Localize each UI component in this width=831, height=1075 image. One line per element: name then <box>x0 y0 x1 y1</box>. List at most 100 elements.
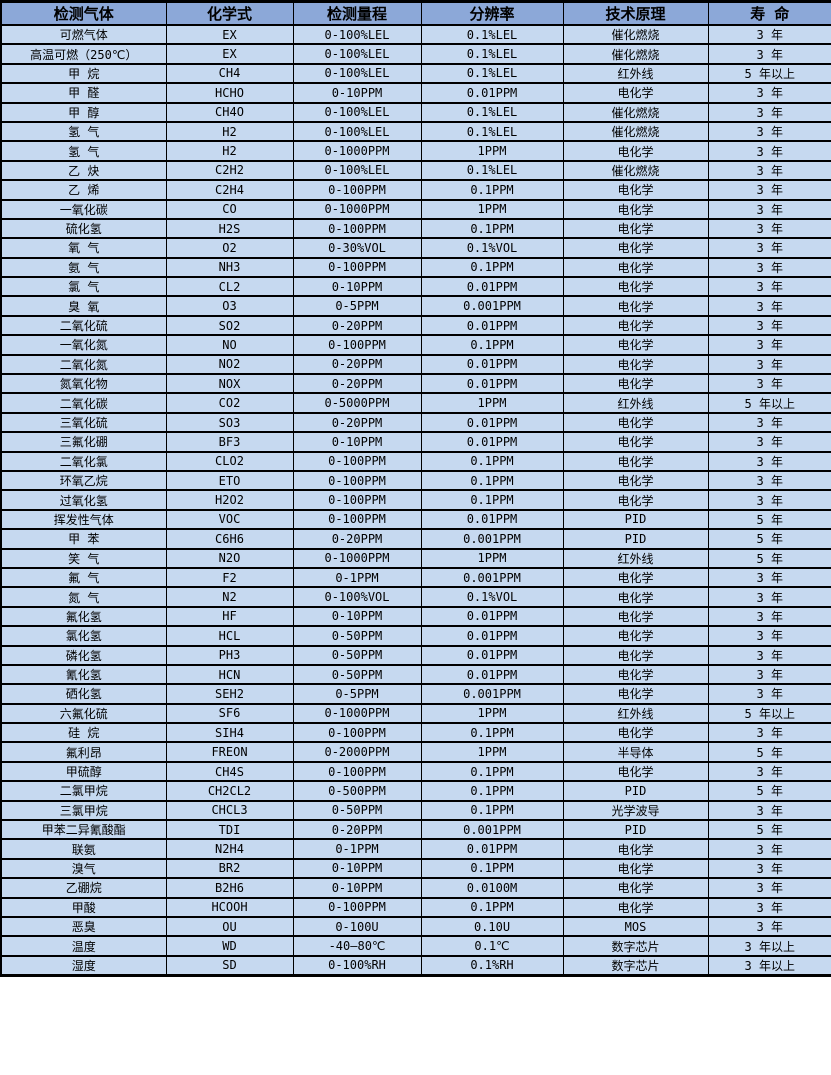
principle-cell: 电化学 <box>562 760 709 783</box>
range-cell: 0-20PPM <box>292 373 422 395</box>
table-row: 乙 炔 C2H2 0-100%LEL 0.1%LEL 催化燃烧 3 年 <box>0 159 831 182</box>
range-cell: 0-10PPM <box>292 431 422 453</box>
formula-cell: HCL <box>165 625 294 647</box>
resolution-cell: 0.01PPM <box>420 411 564 434</box>
lifespan-cell: 5 年以上 <box>707 702 831 725</box>
formula-cell: WD <box>165 935 294 957</box>
lifespan-cell: 3 年 <box>707 140 831 162</box>
resolution-cell: 0.1%LEL <box>420 62 564 85</box>
table-row: 恶臭 OU 0-100U 0.10U MOS 3 年 <box>0 915 831 938</box>
lifespan-cell: 3 年 <box>707 760 831 783</box>
gas-name-cell: 甲 苯 <box>0 528 167 550</box>
principle-cell: 催化燃烧 <box>562 159 709 182</box>
lifespan-cell: 5 年以上 <box>707 392 831 414</box>
range-cell: 0-2000PPM <box>292 741 422 763</box>
gas-name-cell: 恶臭 <box>0 915 167 938</box>
table-row: 可燃气体 EX 0-100%LEL 0.1%LEL 催化燃烧 3 年 <box>0 23 831 46</box>
table-row: 三氟化硼 BF3 0-10PPM 0.01PPM 电化学 3 年 <box>0 431 831 453</box>
range-cell: 0-10PPM <box>292 276 422 298</box>
table-row: 二氧化氯 CLO2 0-100PPM 0.1PPM 电化学 3 年 <box>0 450 831 473</box>
table-row: 氧 气 O2 0-30%VOL 0.1%VOL 电化学 3 年 <box>0 237 831 259</box>
range-cell: 0-500PPM <box>292 780 422 802</box>
lifespan-cell: 3 年 <box>707 373 831 395</box>
gas-name-cell: 溴气 <box>0 857 167 880</box>
gas-name-cell: 湿度 <box>0 954 167 977</box>
formula-cell: H2S <box>165 217 294 240</box>
resolution-cell: 0.01PPM <box>420 431 564 453</box>
table-row: 硒化氢 SEH2 0-5PPM 0.001PPM 电化学 3 年 <box>0 683 831 705</box>
resolution-cell: 1PPM <box>420 140 564 162</box>
resolution-cell: 0.01PPM <box>420 625 564 647</box>
gas-name-cell: 二氯甲烷 <box>0 780 167 802</box>
formula-cell: VOC <box>165 508 294 531</box>
resolution-cell: 0.1PPM <box>420 217 564 240</box>
formula-cell: CLO2 <box>165 450 294 473</box>
resolution-cell: 0.1%LEL <box>420 120 564 143</box>
resolution-cell: 0.1%LEL <box>420 43 564 65</box>
gas-name-cell: 二氧化碳 <box>0 392 167 414</box>
lifespan-cell: 3 年 <box>707 644 831 666</box>
resolution-cell: 0.01PPM <box>420 838 564 860</box>
gas-name-cell: 二氧化氮 <box>0 353 167 376</box>
lifespan-cell: 3 年以上 <box>707 935 831 957</box>
principle-cell: 红外线 <box>562 392 709 414</box>
principle-cell: PID <box>562 528 709 550</box>
lifespan-cell: 5 年 <box>707 547 831 569</box>
lifespan-cell: 3 年 <box>707 411 831 434</box>
resolution-cell: 0.1%VOL <box>420 237 564 259</box>
principle-cell: 电化学 <box>562 857 709 880</box>
formula-cell: H2 <box>165 120 294 143</box>
principle-cell: 红外线 <box>562 702 709 725</box>
table-row: 一氧化碳 CO 0-1000PPM 1PPM 电化学 3 年 <box>0 198 831 220</box>
formula-cell: EX <box>165 23 294 46</box>
formula-cell: HF <box>165 605 294 628</box>
range-cell: 0-30%VOL <box>292 237 422 259</box>
resolution-cell: 0.1%LEL <box>420 101 564 123</box>
range-cell: 0-1000PPM <box>292 140 422 162</box>
principle-cell: 催化燃烧 <box>562 101 709 123</box>
lifespan-cell: 3 年 <box>707 605 831 628</box>
gas-name-cell: 三氧化硫 <box>0 411 167 434</box>
principle-cell: 电化学 <box>562 586 709 608</box>
lifespan-cell: 3 年 <box>707 43 831 65</box>
gas-name-cell: 高温可燃（250℃） <box>0 43 167 65</box>
lifespan-cell: 3 年 <box>707 566 831 589</box>
principle-cell: 电化学 <box>562 179 709 201</box>
table-row: 二氧化氮 NO2 0-20PPM 0.01PPM 电化学 3 年 <box>0 353 831 376</box>
principle-cell: 电化学 <box>562 566 709 589</box>
range-cell: 0-5PPM <box>292 683 422 705</box>
header-gas-name: 检测气体 <box>0 0 167 26</box>
formula-cell: N2O <box>165 547 294 569</box>
formula-cell: HCHO <box>165 82 294 104</box>
lifespan-cell: 3 年 <box>707 586 831 608</box>
gas-name-cell: 甲 醇 <box>0 101 167 123</box>
formula-cell: O2 <box>165 237 294 259</box>
range-cell: 0-50PPM <box>292 663 422 686</box>
table-row: 氢 气 H2 0-1000PPM 1PPM 电化学 3 年 <box>0 140 831 162</box>
principle-cell: 电化学 <box>562 877 709 899</box>
resolution-cell: 0.01PPM <box>420 82 564 104</box>
lifespan-cell: 3 年 <box>707 663 831 686</box>
formula-cell: CH4S <box>165 760 294 783</box>
table-body: 可燃气体 EX 0-100%LEL 0.1%LEL 催化燃烧 3 年高温可燃（250℃） E… <box>0 23 831 977</box>
header-detection-range: 检测量程 <box>292 0 422 26</box>
table-row: 硫化氢 H2S 0-100PPM 0.1PPM 电化学 3 年 <box>0 217 831 240</box>
resolution-cell: 1PPM <box>420 547 564 569</box>
table-row: 臭 氧 O3 0-5PPM 0.001PPM 电化学 3 年 <box>0 295 831 317</box>
range-cell: 0-1PPM <box>292 838 422 860</box>
table-row: 高温可燃（250℃） EX 0-100%LEL 0.1%LEL 催化燃烧 3 年 <box>0 43 831 65</box>
resolution-cell: 1PPM <box>420 702 564 725</box>
principle-cell: 催化燃烧 <box>562 120 709 143</box>
lifespan-cell: 3 年 <box>707 450 831 473</box>
header-chemical-formula: 化学式 <box>165 0 294 26</box>
table-header: 检测气体 化学式 检测量程 分辨率 技术原理 寿 命 <box>0 0 831 26</box>
gas-name-cell: 过氧化氢 <box>0 489 167 511</box>
resolution-cell: 0.1PPM <box>420 722 564 744</box>
resolution-cell: 0.10U <box>420 915 564 938</box>
principle-cell: 电化学 <box>562 722 709 744</box>
principle-cell: 电化学 <box>562 217 709 240</box>
range-cell: 0-100%LEL <box>292 43 422 65</box>
formula-cell: CO <box>165 198 294 220</box>
resolution-cell: 0.0100M <box>420 877 564 899</box>
resolution-cell: 0.001PPM <box>420 566 564 589</box>
